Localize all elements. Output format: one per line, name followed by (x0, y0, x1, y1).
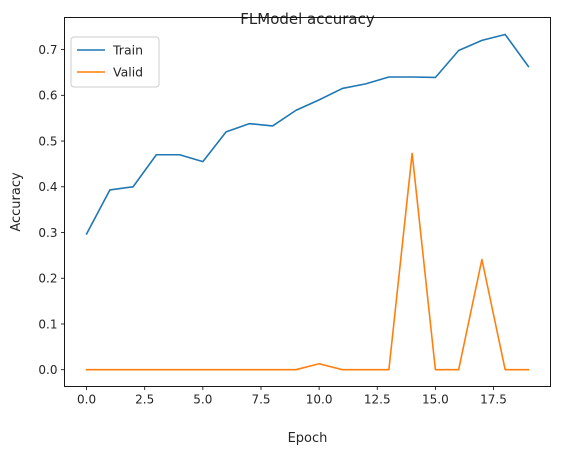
data-point-train (318, 99, 320, 101)
x-tick-label: 15.0 (422, 393, 449, 407)
x-tick-label: 7.5 (251, 393, 270, 407)
x-tick-label: 10.0 (306, 393, 333, 407)
data-point-valid (365, 369, 367, 371)
data-point-valid (272, 369, 274, 371)
data-point-valid (342, 369, 344, 371)
y-tick-label: 0.1 (38, 317, 57, 331)
chart-title: FLModel accuracy (240, 10, 375, 28)
x-tick-label: 0.0 (77, 393, 96, 407)
data-point-valid (249, 369, 251, 371)
y-axis-label: Accuracy (9, 172, 24, 232)
data-point-train (272, 125, 274, 127)
data-point-train (365, 83, 367, 85)
data-point-train (388, 76, 390, 78)
data-point-train (132, 186, 134, 188)
y-tick-label: 0.6 (38, 89, 57, 103)
data-point-train (481, 40, 483, 42)
data-point-train (342, 88, 344, 90)
data-point-valid (156, 369, 158, 371)
y-tick-label: 0.7 (38, 43, 57, 57)
data-point-valid (481, 259, 483, 261)
data-point-train (109, 189, 111, 191)
y-tick-label: 0.0 (38, 363, 57, 377)
data-point-valid (202, 369, 204, 371)
data-point-valid (458, 369, 460, 371)
data-point-train (225, 131, 227, 133)
x-axis-label: Epoch (288, 431, 328, 446)
plot-frame (64, 17, 551, 387)
data-point-train (156, 154, 158, 156)
y-tick-label: 0.5 (38, 134, 57, 148)
data-point-valid (132, 369, 134, 371)
data-point-train (458, 50, 460, 52)
axis-ticks: 0.0 2.5 5.0 7.5 10.0 12.5 15.0 17.5 0.0 0.1 0.2 0.3… (38, 43, 506, 407)
data-point-train (249, 123, 251, 125)
data-point-train (411, 76, 413, 78)
series-line-valid (85, 152, 530, 371)
x-tick-label: 5.0 (193, 393, 212, 407)
legend-label-valid: Valid (113, 65, 143, 80)
y-tick-label: 0.2 (38, 272, 57, 286)
x-tick-label: 17.5 (480, 393, 507, 407)
data-point-valid (225, 369, 227, 371)
data-point-valid (295, 369, 297, 371)
series-line-train (85, 33, 530, 235)
plot-area (85, 33, 530, 371)
y-tick-label: 0.4 (38, 180, 57, 194)
data-point-valid (86, 369, 88, 371)
data-point-train (504, 34, 506, 36)
data-point-valid (411, 153, 413, 155)
data-point-valid (435, 369, 437, 371)
x-tick-label: 2.5 (135, 393, 154, 407)
data-point-train (202, 161, 204, 163)
y-tick-label: 0.3 (38, 226, 57, 240)
data-point-valid (504, 369, 506, 371)
data-point-valid (528, 369, 530, 371)
data-point-valid (388, 369, 390, 371)
legend-label-train: Train (112, 43, 143, 58)
data-point-valid (179, 369, 181, 371)
x-tick-label: 12.5 (364, 393, 391, 407)
data-point-train (528, 66, 530, 68)
legend: Train Valid (70, 36, 160, 88)
data-point-train (295, 110, 297, 112)
data-point-valid (109, 369, 111, 371)
data-point-valid (318, 363, 320, 365)
data-point-train (86, 233, 88, 235)
data-point-train (179, 154, 181, 156)
data-point-train (435, 77, 437, 79)
